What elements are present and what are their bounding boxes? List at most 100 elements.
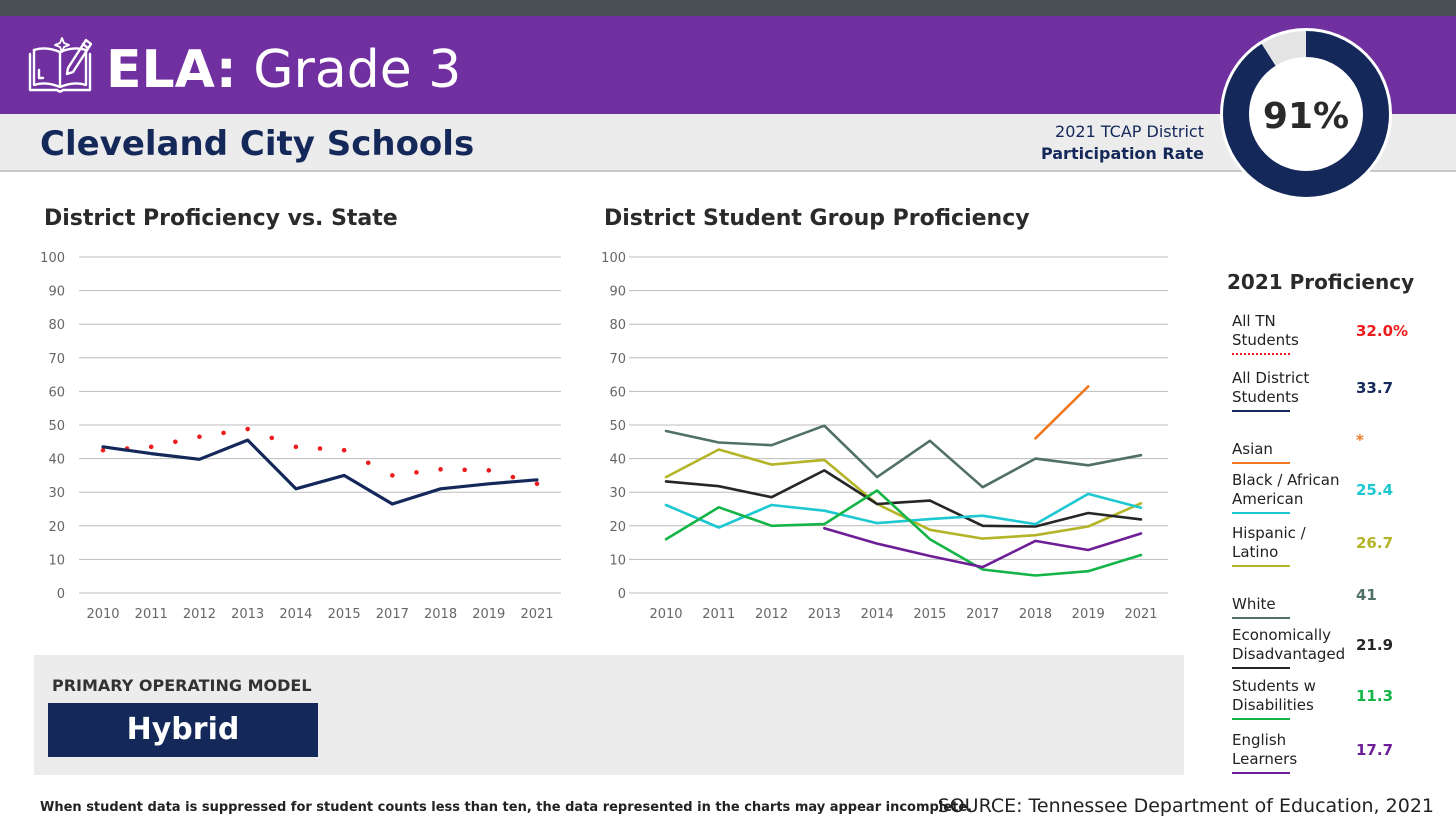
legend-value: 33.7	[1356, 379, 1394, 397]
participation-donut: 91%	[1220, 28, 1392, 200]
point-state	[486, 468, 492, 473]
proficiency-title: 2021 Proficiency	[1227, 270, 1415, 294]
legend-label: Economically	[1232, 626, 1332, 644]
x-tick-label: 2012	[755, 607, 788, 622]
x-tick-label: 2018	[424, 607, 457, 622]
legend-item: All TN Students	[1232, 312, 1352, 355]
y-tick-label: 30	[48, 486, 65, 501]
operating-model-value: Hybrid	[48, 703, 318, 757]
point-state	[317, 446, 323, 451]
legend-value: *	[1356, 431, 1364, 449]
legend-label: Students	[1232, 388, 1299, 406]
point-state	[269, 435, 275, 441]
legend-item: Asian	[1232, 421, 1352, 464]
x-tick-label: 2019	[472, 607, 505, 622]
x-tick-label: 2021	[1124, 607, 1157, 622]
suppression-note: When student data is suppressed for stud…	[40, 800, 973, 815]
line-el	[823, 526, 1143, 569]
legend-item: White	[1232, 576, 1352, 619]
legend-item: English Learners	[1232, 731, 1352, 774]
line-econ	[664, 469, 1143, 528]
subject-label: ELA:	[106, 40, 237, 100]
legend-item: Black / African American	[1232, 471, 1352, 514]
legend-swatch	[1232, 617, 1290, 619]
y-tick-label: 90	[48, 285, 65, 300]
y-tick-label: 20	[609, 520, 626, 535]
legend-swatch	[1232, 565, 1290, 567]
legend-label: Latino	[1232, 543, 1279, 561]
y-tick-label: 40	[48, 453, 65, 468]
participation-label-line2: Participation Rate	[1040, 144, 1204, 163]
title-banner	[0, 16, 1456, 114]
legend-item: All District Students	[1232, 369, 1352, 412]
y-tick-label: 50	[609, 419, 626, 434]
legend-value: 11.3	[1356, 687, 1394, 705]
legend-value: 26.7	[1356, 534, 1394, 552]
legend-item: Students w Disabilities	[1232, 677, 1352, 720]
point-state	[510, 474, 516, 480]
y-tick-label: 10	[609, 553, 626, 568]
grade-label: Grade 3	[253, 40, 462, 100]
line-hispanic	[664, 448, 1143, 540]
legend-label: Learners	[1232, 750, 1298, 768]
x-tick-label: 2010	[86, 607, 119, 622]
point-state	[534, 481, 540, 487]
legend-label: Black / African	[1232, 471, 1340, 489]
point-state	[221, 430, 226, 436]
legend-swatch	[1232, 667, 1290, 669]
point-state	[197, 434, 202, 440]
legend-value: 25.4	[1356, 481, 1394, 499]
legend-label: All District	[1232, 369, 1310, 387]
legend-swatch	[1232, 410, 1290, 412]
district-name: Cleveland City Schools	[40, 124, 475, 164]
line-asian	[1034, 385, 1090, 440]
y-tick-label: 50	[48, 419, 65, 434]
x-tick-label: 2011	[702, 607, 735, 622]
point-state	[414, 470, 419, 475]
point-state	[341, 447, 347, 453]
y-tick-label: 80	[609, 318, 626, 333]
legend-value: 41	[1356, 586, 1377, 604]
x-tick-label: 2014	[279, 607, 312, 622]
y-tick-label: 20	[48, 520, 65, 535]
page-title: ELA: Grade 3	[106, 38, 461, 102]
top-bar	[0, 0, 1456, 16]
x-tick-label: 2017	[966, 607, 999, 622]
line-swd	[664, 489, 1143, 577]
y-tick-label: 60	[48, 385, 65, 400]
y-tick-label: 0	[57, 587, 65, 602]
point-state	[173, 439, 178, 445]
legend-label: Asian	[1232, 440, 1273, 458]
legend-label: Disadvantaged	[1232, 645, 1346, 663]
y-tick-label: 100	[40, 251, 65, 266]
y-tick-label: 70	[48, 352, 65, 367]
legend-label	[1232, 421, 1352, 440]
x-tick-label: 2011	[135, 607, 168, 622]
legend-label: American	[1232, 490, 1304, 508]
legend-item: Hispanic / Latino	[1232, 524, 1352, 567]
point-state	[462, 467, 467, 473]
x-tick-label: 2019	[1072, 607, 1105, 622]
legend-swatch	[1232, 718, 1290, 720]
legend-label: White	[1232, 595, 1276, 613]
line-white	[664, 424, 1143, 489]
y-tick-label: 40	[609, 453, 626, 468]
legend-swatch	[1232, 772, 1290, 774]
y-tick-label: 90	[609, 285, 626, 300]
x-tick-label: 2015	[328, 607, 361, 622]
legend-value: 21.9	[1356, 636, 1394, 654]
x-tick-label: 2015	[913, 607, 946, 622]
legend-swatch	[1232, 512, 1290, 514]
point-state	[245, 426, 250, 432]
x-tick-label: 2014	[861, 607, 894, 622]
legend-value: 17.7	[1356, 741, 1394, 759]
legend-label: Students w	[1232, 677, 1316, 695]
point-state	[438, 467, 443, 472]
x-tick-label: 2010	[649, 607, 682, 622]
y-tick-label: 10	[48, 553, 65, 568]
legend-label: Students	[1232, 331, 1299, 349]
legend-label	[1232, 576, 1352, 595]
point-state	[100, 447, 106, 453]
